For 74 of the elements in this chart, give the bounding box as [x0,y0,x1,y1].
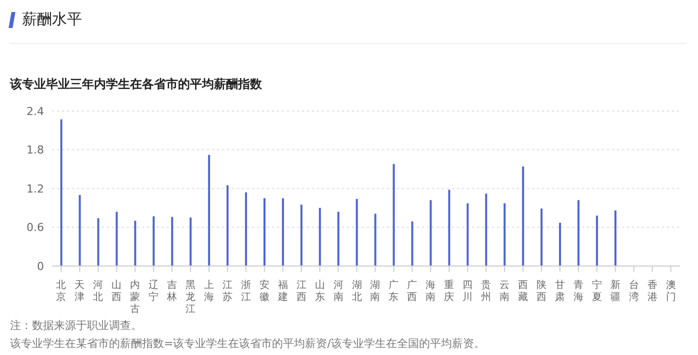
y-tick-label: 1.2 [26,182,44,196]
bar [208,154,210,266]
x-tick-label: 黑龙江 [186,280,196,315]
y-tick-label: 2.4 [26,104,44,118]
bar [522,166,524,266]
x-tick-label: 广东 [388,279,399,303]
bar [226,185,229,266]
x-tick-label: 辽宁 [148,279,159,303]
bar [596,216,598,266]
bar [485,194,488,266]
x-tick-label: 河南 [333,279,344,303]
x-tick-label: 陕西 [536,279,546,303]
x-tick-label: 香港 [647,279,658,303]
x-tick-label: 海南 [426,279,436,303]
x-tick-label: 内蒙古 [130,279,140,315]
bar [97,218,100,266]
bar [152,216,155,266]
bar [448,190,450,266]
bar [411,221,414,266]
x-tick-label: 青海 [573,279,584,303]
x-tick-label: 宁夏 [592,279,602,303]
x-tick-label: 安徽 [259,279,270,303]
bar [356,198,358,266]
bar [116,212,118,266]
bar [60,119,62,266]
x-tick-label: 上海 [204,279,214,303]
bar [263,198,266,266]
x-tick-label: 云南 [500,280,510,303]
x-tick-label: 江苏 [222,279,232,303]
x-tick-label: 北京 [56,279,66,303]
bar [190,218,192,266]
text: 注：数据来源于职业调查。 [10,318,142,333]
bar [504,203,506,266]
bar [134,220,136,266]
x-tick-label: 广西 [407,279,418,303]
x-tick-label: 福建 [276,279,288,303]
bar [559,222,562,266]
x-tick-label: 吉林 [166,279,178,303]
bar [337,212,340,266]
x-tick-label: 贵州 [481,279,492,303]
bar [577,200,580,266]
bar [392,164,395,266]
bar [282,198,284,266]
x-tick-label: 山西 [112,279,122,303]
x-tick-label: 新疆 [610,279,620,303]
x-tick-label: 天津 [74,280,85,303]
x-tick-label: 浙江 [240,279,251,303]
x-tick-label: 四川 [462,280,473,303]
bar [318,208,321,266]
bar [245,192,248,266]
bar [466,203,469,266]
bar [540,208,543,266]
x-tick-label: 西藏 [518,280,528,303]
chart-title: 薪酬水平 [22,10,82,29]
text: 该专业学生在某省市的薪酬指数=该专业学生在该省市的平均薪资/该专业学生在全国的平均薪资。 [10,336,485,351]
y-tick-label: 1.8 [26,144,44,157]
y-tick-label: 0.6 [26,221,44,234]
bar [171,216,174,266]
x-tick-label: 澳门 [666,279,676,303]
bar [374,214,376,266]
bar [614,210,616,266]
bar [78,194,81,266]
x-tick-label: 湖南 [370,279,380,303]
x-tick-label: 湖北 [352,279,362,303]
x-tick-label: 江西 [296,279,306,303]
y-tick-label: 0 [37,260,44,273]
x-tick-label: 山东 [314,279,325,303]
x-tick-label: 重庆 [444,279,454,303]
x-tick-label: 甘肃 [554,279,565,303]
chart-subtitle: 该专业毕业三年内学生在各省市的平均薪酬指数 [10,76,262,93]
x-tick-label: 河北 [93,279,104,303]
x-tick-label: 台湾 [628,279,639,303]
bar [430,200,432,266]
bar [300,204,302,266]
